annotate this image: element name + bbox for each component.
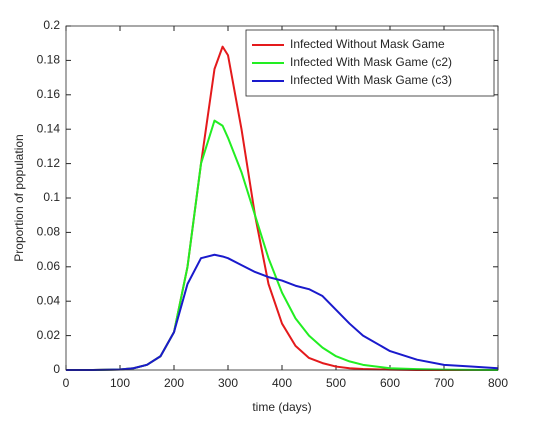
x-tick-label: 100 — [110, 376, 130, 390]
data-line — [66, 253, 499, 371]
y-tick-label: 0.04 — [37, 293, 61, 307]
x-tick-label: 200 — [164, 376, 184, 390]
legend-label: Infected With Mask Game (c3) — [290, 73, 452, 87]
x-tick-label: 0 — [63, 376, 70, 390]
legend-label: Infected With Mask Game (c2) — [290, 55, 452, 69]
y-tick-label: 0.18 — [37, 53, 61, 67]
y-axis-label: Proportion of population — [12, 134, 26, 261]
x-axis-label: time (days) — [252, 400, 311, 414]
x-tick-label: 600 — [380, 376, 400, 390]
legend-box — [245, 29, 495, 97]
y-tick-label: 0.06 — [37, 259, 61, 273]
x-tick-label: 700 — [434, 376, 454, 390]
y-tick-label: 0.12 — [37, 156, 61, 170]
legend-label: Infected Without Mask Game — [290, 37, 445, 51]
y-tick-label: 0.2 — [43, 18, 60, 32]
axes-box — [65, 25, 499, 371]
y-tick-label: 0.02 — [37, 328, 61, 342]
x-tick-label: 500 — [326, 376, 346, 390]
y-tick-label: 0.16 — [37, 87, 61, 101]
y-tick-label: 0 — [53, 362, 60, 376]
y-tick-label: 0.08 — [37, 225, 61, 239]
x-tick-label: 800 — [488, 376, 508, 390]
x-tick-label: 300 — [218, 376, 238, 390]
y-tick-label: 0.1 — [43, 190, 60, 204]
x-tick-label: 400 — [272, 376, 292, 390]
y-tick-label: 0.14 — [37, 121, 61, 135]
